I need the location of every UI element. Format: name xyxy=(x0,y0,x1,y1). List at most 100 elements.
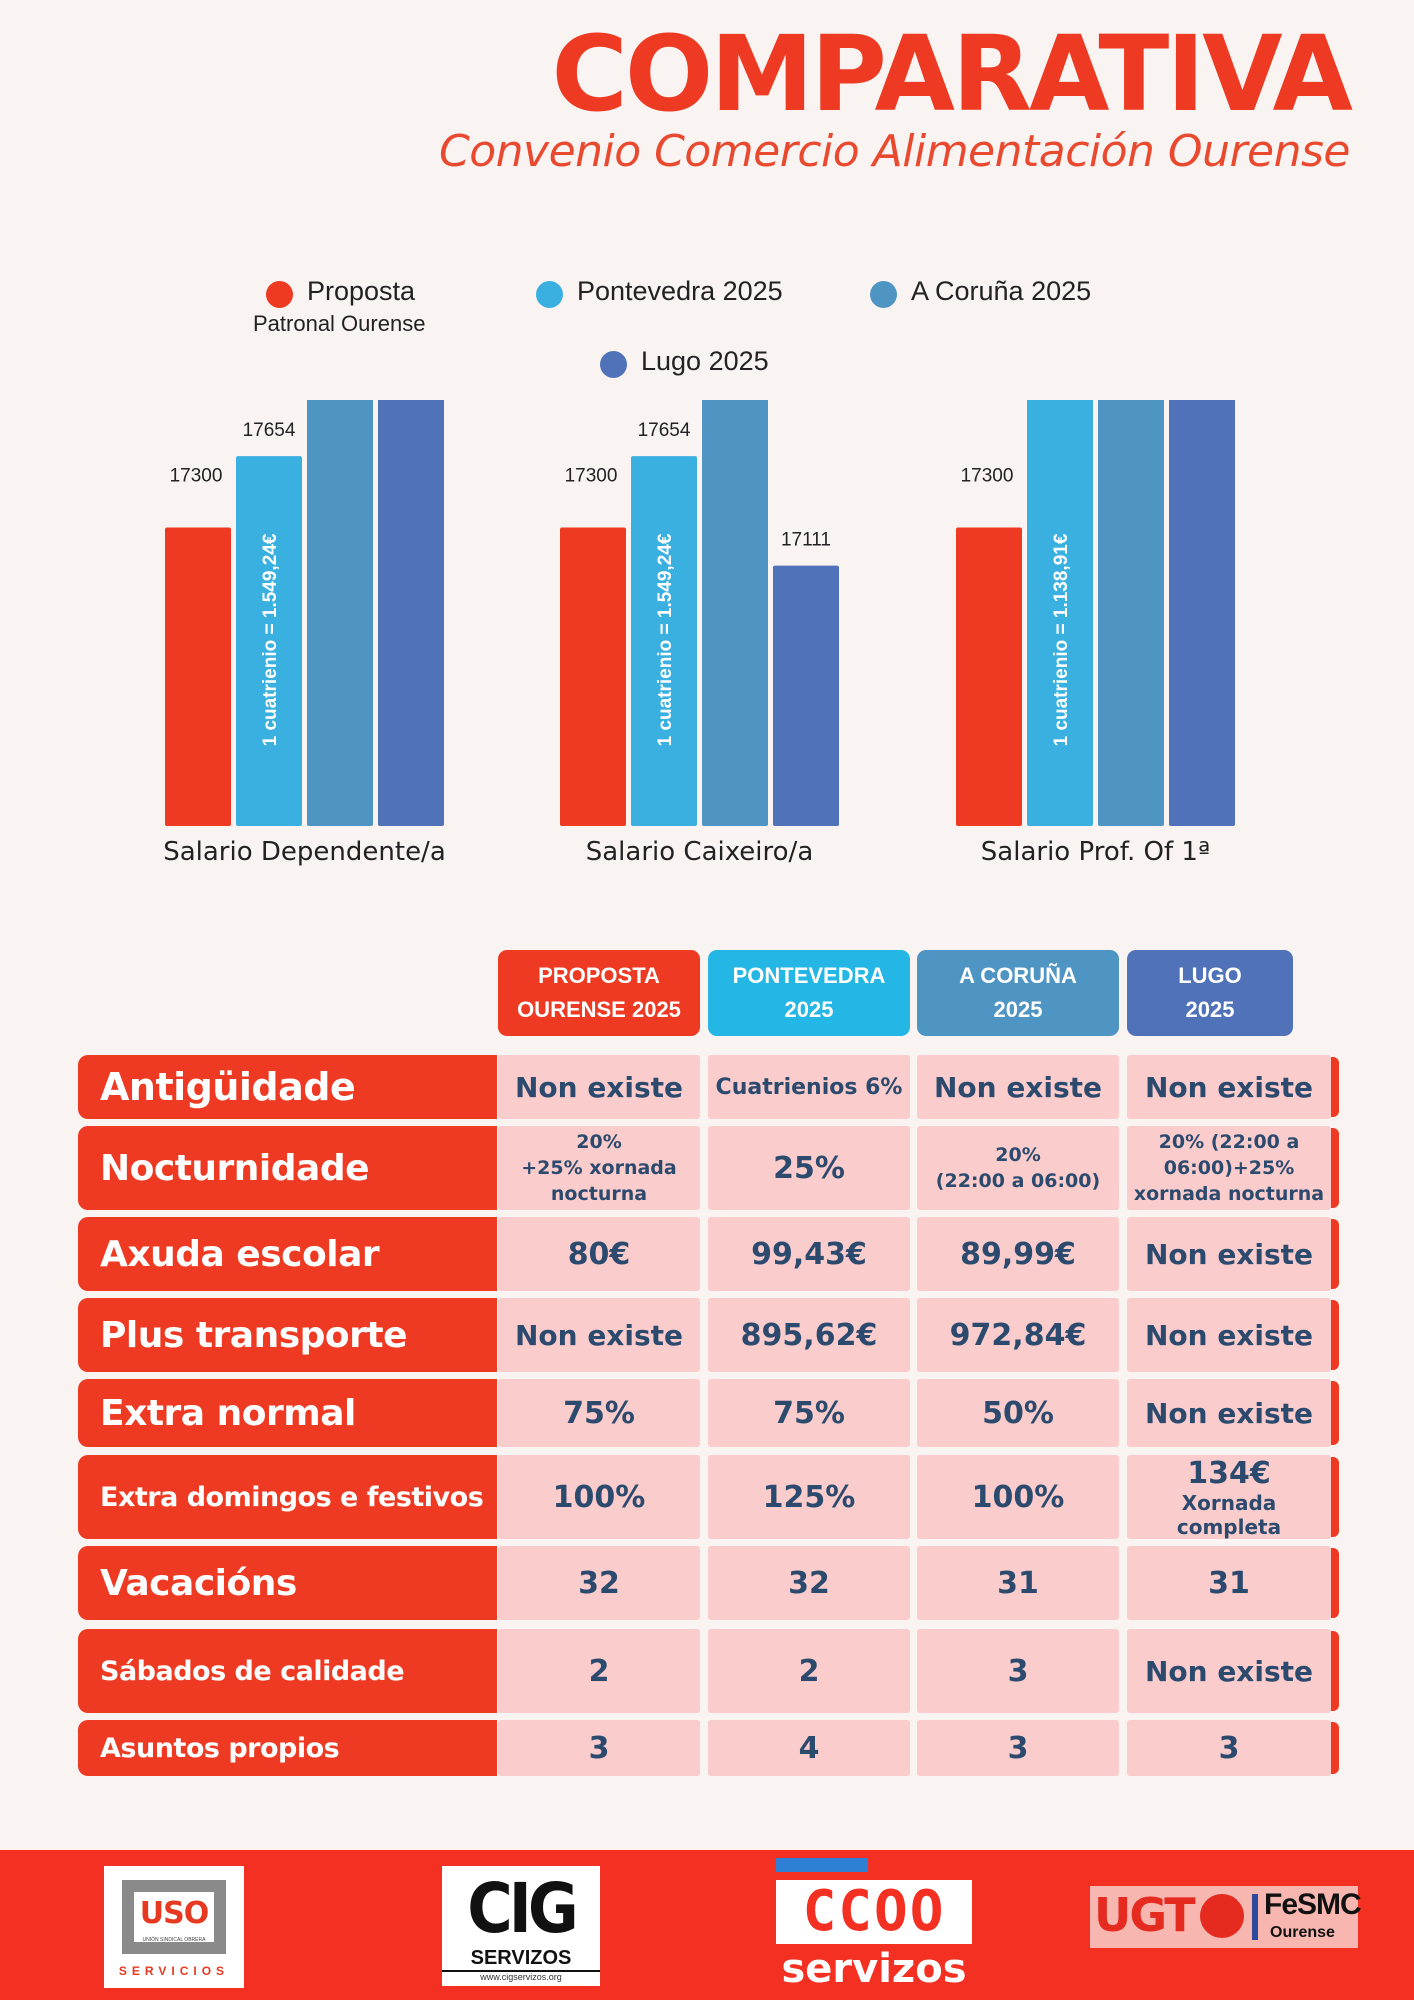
row-label: Nocturnidade xyxy=(78,1126,497,1210)
footer: USO UNIÓN SINDICAL OBRERA SERVICIOS CIG … xyxy=(0,1850,1414,2000)
table-cell: Non existe xyxy=(1127,1217,1331,1291)
cuatrienio-annotation: 1 cuatrienio = 1.138,91€ xyxy=(1051,533,1072,746)
table-cell: 31 xyxy=(917,1546,1119,1620)
table-cell: 31 xyxy=(1127,1546,1331,1620)
table-cell: 100% xyxy=(498,1455,700,1539)
ugt-logo-text: UGT xyxy=(1094,1888,1196,1942)
bar-charts: 173001765418862185751 cuatrienio = 1.549… xyxy=(163,400,1235,867)
table-cell: Non existe xyxy=(1127,1055,1331,1119)
table-cell: Cuatrienios 6% xyxy=(708,1055,910,1119)
ccoo-logo-text: CCOO xyxy=(802,1879,946,1944)
row-label: Sábados de calidade xyxy=(78,1629,497,1713)
table-cell: 2 xyxy=(498,1629,700,1713)
table-cell: Non existe xyxy=(498,1055,700,1119)
cig-logo: CIG SERVIZOS www.cigservizos.org xyxy=(442,1866,600,1986)
uso-logo: USO UNIÓN SINDICAL OBRERA SERVICIOS xyxy=(104,1866,244,1988)
bar-value-label: 17654 xyxy=(243,420,296,441)
table-cell-line: 20% xyxy=(995,1144,1041,1166)
row-label: Antigüidade xyxy=(78,1055,497,1119)
table-cell: 20% +25% xornada nocturna xyxy=(498,1126,700,1210)
chart-category-title: Salario Caixeiro/a xyxy=(586,837,814,867)
bar-1-1 xyxy=(165,527,231,826)
row-edge xyxy=(1331,1381,1339,1445)
row-edge xyxy=(1331,1722,1339,1774)
bar-3-3 xyxy=(1098,400,1164,826)
legend-swatch xyxy=(266,281,293,308)
table-cell-line: Xornada completa xyxy=(1176,1490,1282,1539)
table-cell-line: 20% (22:00 a xyxy=(1158,1131,1300,1153)
row-edge xyxy=(1331,1057,1339,1117)
column-header: A CORUÑA 2025 xyxy=(917,950,1119,1036)
page-title: COMPARATIVA xyxy=(551,13,1353,135)
bar-value-label: 17300 xyxy=(565,465,618,486)
bar-2-1 xyxy=(560,527,626,826)
bar-2-4 xyxy=(773,565,839,826)
legend-label: Lugo 2025 xyxy=(641,346,769,376)
table-cell-line: nocturna xyxy=(550,1183,648,1205)
table-cell: 99,43€ xyxy=(708,1217,910,1291)
row-edge xyxy=(1331,1300,1339,1370)
column-header-line2: 2025 xyxy=(993,997,1043,1022)
table-cell: 32 xyxy=(708,1546,910,1620)
table-cell: 134€ Xornada completa xyxy=(1127,1455,1331,1539)
table-cell: 89,99€ xyxy=(917,1217,1119,1291)
table-cell: 50% xyxy=(917,1379,1119,1447)
ccoo-logo: CCOO servizos xyxy=(774,1858,974,1998)
bar-value-label: 17654 xyxy=(638,420,691,441)
bar-1-2 xyxy=(236,456,302,826)
bar-value-label: 17111 xyxy=(781,530,831,551)
bar-2-3 xyxy=(702,400,768,826)
bar-3-1 xyxy=(956,527,1022,826)
table-cell: Non existe xyxy=(917,1055,1119,1119)
table-cell-line: 20% xyxy=(576,1131,622,1153)
legend-label: A Coruña 2025 xyxy=(911,276,1092,306)
bar-2-2 xyxy=(631,456,697,826)
table-cell: 3 xyxy=(917,1720,1119,1776)
table-cell: 3 xyxy=(917,1629,1119,1713)
table-cell: 125% xyxy=(708,1455,910,1539)
bar-3-2 xyxy=(1027,400,1093,826)
row-edge xyxy=(1331,1631,1339,1711)
cuatrienio-annotation: 1 cuatrienio = 1.549,24€ xyxy=(260,533,281,746)
ugt-logo-brand: FeSMC xyxy=(1264,1888,1362,1921)
column-header: LUGO 2025 xyxy=(1127,950,1293,1036)
table-cell-line: xornada nocturna xyxy=(1133,1183,1325,1205)
legend-swatch xyxy=(600,351,627,378)
table-cell: 972,84€ xyxy=(917,1298,1119,1372)
table-cell: 20% (22:00 a 06:00) xyxy=(917,1126,1119,1210)
legend-swatch xyxy=(870,281,897,308)
legend-label: Pontevedra 2025 xyxy=(577,276,783,306)
table-cell: 25% xyxy=(708,1126,910,1210)
table-cell: 3 xyxy=(1127,1720,1331,1776)
cig-logo-url: www.cigservizos.org xyxy=(480,1972,562,1982)
table-cell: 80€ xyxy=(498,1217,700,1291)
bar-value-label: 17300 xyxy=(170,465,223,486)
column-header-line1: PROPOSTA xyxy=(538,962,660,988)
row-edge xyxy=(1331,1128,1339,1208)
table-cell-line: 06:00)+25% xyxy=(1163,1157,1295,1179)
chart-legend: Proposta Patronal Ourense Pontevedra 202… xyxy=(0,0,1414,400)
column-header: PROPOSTA OURENSE 2025 xyxy=(498,950,700,1036)
table-cell-line: +25% xornada xyxy=(521,1157,677,1179)
bar-value-label: 17300 xyxy=(961,465,1014,486)
row-edge xyxy=(1331,1457,1339,1537)
table-cell: 3 xyxy=(498,1720,700,1776)
column-header-line1: LUGO xyxy=(1178,962,1242,988)
uso-logo-subtext: UNIÓN SINDICAL OBRERA xyxy=(142,1937,206,1943)
table-cell: Non existe xyxy=(1127,1379,1331,1447)
table-cell-line: 134€ xyxy=(1187,1455,1271,1491)
legend-item-pontevedra: Pontevedra 2025 xyxy=(536,276,783,308)
row-label: Vacacións xyxy=(78,1546,497,1620)
column-header-line2: 2025 xyxy=(1185,997,1235,1022)
legend-sublabel: Patronal Ourense xyxy=(253,311,426,337)
ugt-logo: UGT FeSMC Ourense xyxy=(1090,1886,1362,1948)
column-header-line1: A CORUÑA xyxy=(959,962,1077,988)
table-cell: Non existe xyxy=(1127,1298,1331,1372)
bar-1-4 xyxy=(378,400,444,826)
chart-category-title: Salario Prof. Of 1ª xyxy=(981,837,1210,867)
uso-logo-caption: SERVICIOS xyxy=(118,1964,230,1978)
legend-item-lugo: Lugo 2025 xyxy=(600,346,769,378)
row-edge xyxy=(1331,1548,1339,1618)
cuatrienio-annotation: 1 cuatrienio = 1.549,24€ xyxy=(655,533,676,746)
legend-label: Proposta xyxy=(307,276,416,306)
